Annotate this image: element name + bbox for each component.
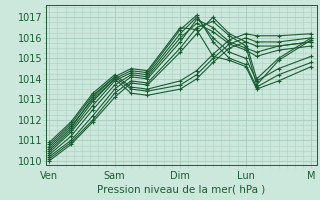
X-axis label: Pression niveau de la mer( hPa ): Pression niveau de la mer( hPa )	[98, 185, 266, 195]
